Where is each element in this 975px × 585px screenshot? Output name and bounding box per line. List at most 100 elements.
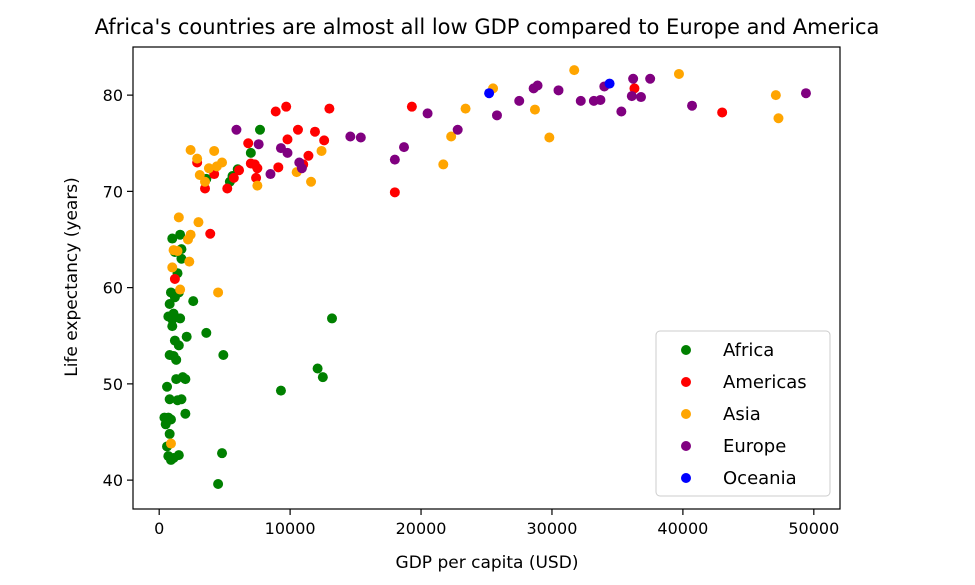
data-point (254, 124, 265, 135)
legend-marker (681, 441, 691, 451)
data-point (273, 162, 284, 173)
y-tick-label: 70 (103, 182, 123, 201)
data-point (491, 110, 502, 121)
data-point (514, 95, 525, 106)
legend-marker (681, 345, 691, 355)
data-point (389, 154, 400, 165)
data-point (303, 150, 314, 161)
data-point (309, 126, 320, 137)
series-asia (165, 65, 784, 449)
data-point (192, 153, 203, 164)
data-point (345, 131, 356, 142)
legend-marker (681, 473, 691, 483)
data-point (717, 107, 728, 118)
x-tick-label: 0 (154, 519, 164, 538)
data-point (553, 85, 564, 96)
x-axis-ticks: 0 10000 20000 30000 40000 50000 (154, 509, 839, 538)
y-tick-label: 50 (103, 375, 123, 394)
data-point (184, 256, 195, 267)
data-point (355, 132, 366, 143)
data-point (275, 385, 286, 396)
series-oceania (484, 78, 615, 99)
data-point (173, 212, 184, 223)
data-point (484, 88, 495, 99)
data-point (544, 132, 555, 143)
data-point (203, 163, 214, 174)
data-point (773, 113, 784, 124)
legend-marker (681, 377, 691, 387)
data-point (265, 169, 276, 180)
data-point (687, 100, 698, 111)
data-point (169, 292, 180, 303)
data-point (770, 90, 781, 101)
data-point (164, 298, 175, 309)
data-point (270, 106, 281, 117)
data-point (164, 350, 175, 360)
data-point (167, 321, 178, 332)
x-tick-label: 20000 (396, 519, 447, 538)
data-point (163, 412, 174, 423)
data-point (180, 374, 191, 385)
data-point (176, 394, 187, 405)
data-point (628, 73, 639, 84)
data-point (282, 147, 293, 158)
y-tick-label: 40 (103, 471, 123, 490)
data-point (673, 68, 684, 79)
data-point (218, 350, 229, 360)
data-point (399, 142, 410, 153)
data-point (569, 65, 580, 76)
data-point (595, 94, 606, 105)
legend-label: Oceania (723, 468, 797, 489)
data-point (319, 135, 330, 146)
data-point (205, 228, 216, 239)
data-point (460, 103, 471, 114)
data-point (243, 138, 254, 149)
data-point (213, 287, 224, 298)
data-point (172, 246, 183, 257)
data-point (529, 104, 540, 115)
data-point (168, 308, 179, 319)
data-point (164, 394, 175, 405)
data-point (252, 163, 263, 174)
data-point (200, 176, 211, 187)
data-point (438, 159, 449, 170)
data-point (327, 313, 338, 324)
data-point (316, 145, 327, 156)
x-tick-label: 40000 (657, 519, 708, 538)
data-point (193, 217, 204, 228)
data-point (312, 363, 323, 374)
data-point (317, 372, 328, 383)
legend-label: Africa (723, 340, 774, 361)
legend: Africa Americas Asia Europe Oceania (655, 330, 831, 497)
data-point (217, 157, 228, 168)
data-point (201, 327, 212, 338)
data-point (800, 88, 811, 99)
data-point (213, 478, 224, 489)
data-point (164, 428, 175, 439)
data-point (167, 233, 178, 244)
data-point (194, 170, 205, 181)
data-point (282, 134, 293, 145)
x-axis-label: GDP per capita (USD) (396, 553, 579, 573)
data-point (281, 101, 292, 112)
data-point (167, 262, 178, 273)
legend-marker (681, 409, 691, 419)
data-point (173, 340, 184, 351)
data-point (452, 124, 463, 135)
data-point (296, 163, 307, 174)
data-point (626, 91, 637, 102)
data-point (629, 83, 640, 94)
data-point (575, 95, 586, 106)
data-point (180, 408, 191, 419)
y-tick-label: 60 (103, 279, 123, 298)
data-point (532, 80, 543, 91)
data-point (231, 124, 242, 135)
data-point (245, 147, 256, 158)
x-tick-label: 30000 (527, 519, 578, 538)
y-axis-label: Life expectancy (years) (62, 177, 82, 377)
data-point (252, 180, 263, 191)
data-point (185, 144, 196, 155)
data-point (446, 131, 457, 142)
data-point (188, 296, 199, 307)
